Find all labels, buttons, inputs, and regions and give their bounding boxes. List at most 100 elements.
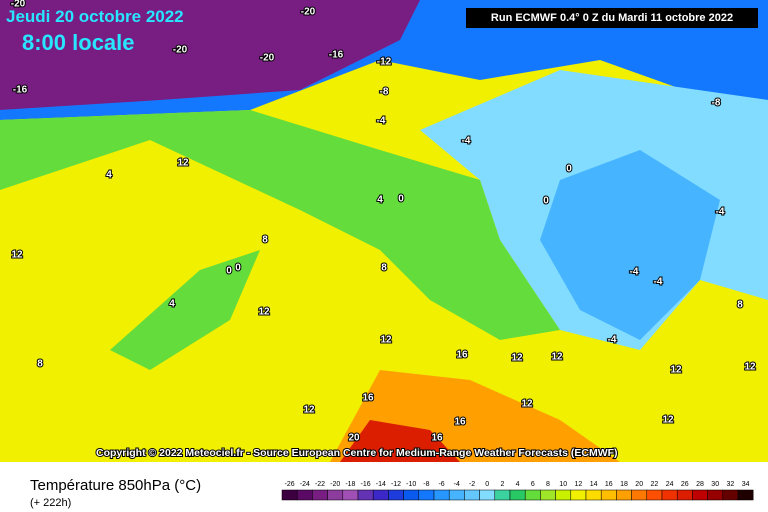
contour-label: 12 <box>11 250 23 261</box>
colorbar-swatch <box>631 489 648 501</box>
colorbar-tick-label: 20 <box>635 481 643 488</box>
contour-label: 12 <box>670 365 682 376</box>
colorbar-swatch <box>327 489 344 501</box>
colorbar-swatch <box>448 489 465 501</box>
colorbar-swatch <box>707 489 724 501</box>
contour-label: 0 <box>566 164 572 175</box>
colorbar-swatch <box>357 489 374 501</box>
contour-label: -16 <box>329 50 344 61</box>
contour-label: -20 <box>260 53 275 64</box>
colorbar-swatch <box>418 489 435 501</box>
colorbar-swatch <box>403 489 420 501</box>
colorbar-swatch <box>692 489 708 501</box>
contour-label: -20 <box>11 0 26 10</box>
colorbar-swatch <box>585 489 602 501</box>
colorbar-swatch <box>540 489 556 501</box>
colorbar-tick-label: -2 <box>469 481 475 488</box>
colorbar-swatch <box>509 489 526 501</box>
colorbar-tick-label: 34 <box>742 481 750 488</box>
legend-bar <box>0 462 768 512</box>
contour-label: 4 <box>106 170 112 181</box>
contour-label: 0 <box>235 263 241 274</box>
colorbar-tick-label: -18 <box>345 481 355 488</box>
colorbar-swatch <box>722 489 739 501</box>
contour-label: 0 <box>543 196 549 207</box>
contour-label: 4 <box>169 299 175 310</box>
contour-label: 12 <box>177 158 189 169</box>
colorbar-tick-label: 26 <box>681 481 689 488</box>
colorbar-tick-label: 30 <box>711 481 719 488</box>
cold-core <box>540 150 720 340</box>
contour-label: 12 <box>521 399 533 410</box>
colorbar-tick-label: -24 <box>300 481 310 488</box>
colorbar-tick-label: 14 <box>590 481 598 488</box>
contour-label: 12 <box>303 405 315 416</box>
colorbar-swatch <box>342 489 359 501</box>
contour-label: -16 <box>13 85 28 96</box>
colorbar-tick-label: 0 <box>485 481 489 488</box>
colorbar-swatch <box>646 489 663 501</box>
copyright: Copyright © 2022 Meteociel.fr - Source E… <box>96 447 618 459</box>
colorbar-tick-label: -4 <box>454 481 460 488</box>
contour-label: 12 <box>744 362 756 373</box>
colorbar-tick-label: -6 <box>438 481 444 488</box>
contour-label: 8 <box>737 300 743 311</box>
contour-label: -4 <box>462 136 471 147</box>
colorbar-tick-label: 12 <box>575 481 583 488</box>
lead-time: (+ 222h) <box>30 497 71 509</box>
contour-label: 8 <box>37 359 43 370</box>
colorbar-tick-label: -26 <box>285 481 295 488</box>
colorbar-swatch <box>600 489 617 501</box>
colorbar-swatch <box>372 489 389 501</box>
contour-label: -4 <box>377 116 386 127</box>
contour-label: 4 <box>377 195 383 206</box>
colorbar-tick-label: -8 <box>423 481 429 488</box>
colorbar-tick-label: -16 <box>361 481 371 488</box>
contour-label: 12 <box>551 352 563 363</box>
colorbar-swatch <box>281 489 298 501</box>
contour-label: 20 <box>348 433 360 444</box>
contour-label: -20 <box>301 7 316 18</box>
contour-label: 12 <box>258 307 270 318</box>
colorbar-tick-label: 4 <box>516 481 520 488</box>
contour-label: 16 <box>454 417 466 428</box>
mild-band <box>0 110 560 340</box>
contour-label: -12 <box>377 57 392 68</box>
colorbar-swatch <box>737 489 754 501</box>
contour-label: 16 <box>456 350 468 361</box>
contour-label: 0 <box>398 194 404 205</box>
contour-label: -20 <box>173 45 188 56</box>
contour-label: -4 <box>608 335 617 346</box>
colorbar-tick-label: -22 <box>315 481 325 488</box>
colorbar-tick-label: 32 <box>727 481 735 488</box>
contour-label: 0 <box>226 266 232 277</box>
colorbar-tick-label: 18 <box>620 481 628 488</box>
colorbar-tick-label: 22 <box>651 481 659 488</box>
hot-core <box>340 420 460 462</box>
contour-label: 12 <box>662 415 674 426</box>
forecast-time: 8:00 locale <box>22 30 135 55</box>
contour-label: -4 <box>654 277 663 288</box>
colorbar-swatch <box>312 489 328 501</box>
colorbar-tick-label: 2 <box>500 481 504 488</box>
contour-label: 12 <box>380 335 392 346</box>
contour-label: -4 <box>630 267 639 278</box>
mild-tongue <box>110 250 260 370</box>
colorbar-swatch <box>296 489 313 501</box>
polar-air <box>0 0 420 110</box>
contour-label: 16 <box>362 393 374 404</box>
colorbar-swatch <box>479 489 496 501</box>
contour-label: 8 <box>381 263 387 274</box>
colorbar-tick-label: 8 <box>546 481 550 488</box>
contour-label: 12 <box>511 353 523 364</box>
colorbar-tick-label: -12 <box>391 481 401 488</box>
colorbar-tick-label: 16 <box>605 481 613 488</box>
colorbar-swatch <box>676 489 693 501</box>
colorbar-swatch <box>570 489 587 501</box>
colorbar-tick-label: -20 <box>330 481 340 488</box>
run-info: Run ECMWF 0.4° 0 Z du Mardi 11 octobre 2… <box>491 12 733 24</box>
colorbar-swatch <box>616 489 632 501</box>
contour-label: -8 <box>712 98 721 109</box>
colorbar-tick-label: -10 <box>406 481 416 488</box>
